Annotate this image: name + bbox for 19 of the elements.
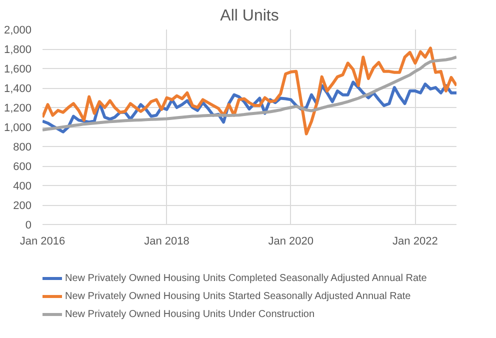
y-tick-label: 1,800	[4, 44, 32, 56]
y-tick-label: 1,000	[4, 122, 32, 134]
x-tick-label: Jan 2022	[392, 236, 438, 248]
legend-label: New Privately Owned Housing Units Completed Seasonally Adjusted Annual Rate	[65, 272, 427, 284]
y-tick-label: 2,000	[4, 24, 32, 36]
y-tick-label: 800	[13, 142, 32, 154]
y-tick-label: 0	[25, 220, 32, 232]
y-tick-label: 200	[13, 200, 32, 212]
x-tick-label: Jan 2020	[268, 236, 314, 248]
y-tick-label: 600	[13, 161, 32, 173]
x-tick-label: Jan 2016	[20, 236, 66, 248]
chart-title: All Units	[220, 8, 279, 24]
legend-label: New Privately Owned Housing Units Under Construction	[65, 308, 315, 320]
legend-label: New Privately Owned Housing Units Started Seasonally Adjusted Annual Rate	[65, 290, 411, 302]
y-tick-label: 1,200	[4, 102, 32, 114]
x-tick-label: Jan 2018	[144, 236, 190, 248]
y-tick-label: 1,600	[4, 64, 32, 76]
y-tick-label: 1,400	[4, 83, 32, 95]
y-tick-label: 400	[13, 180, 32, 192]
